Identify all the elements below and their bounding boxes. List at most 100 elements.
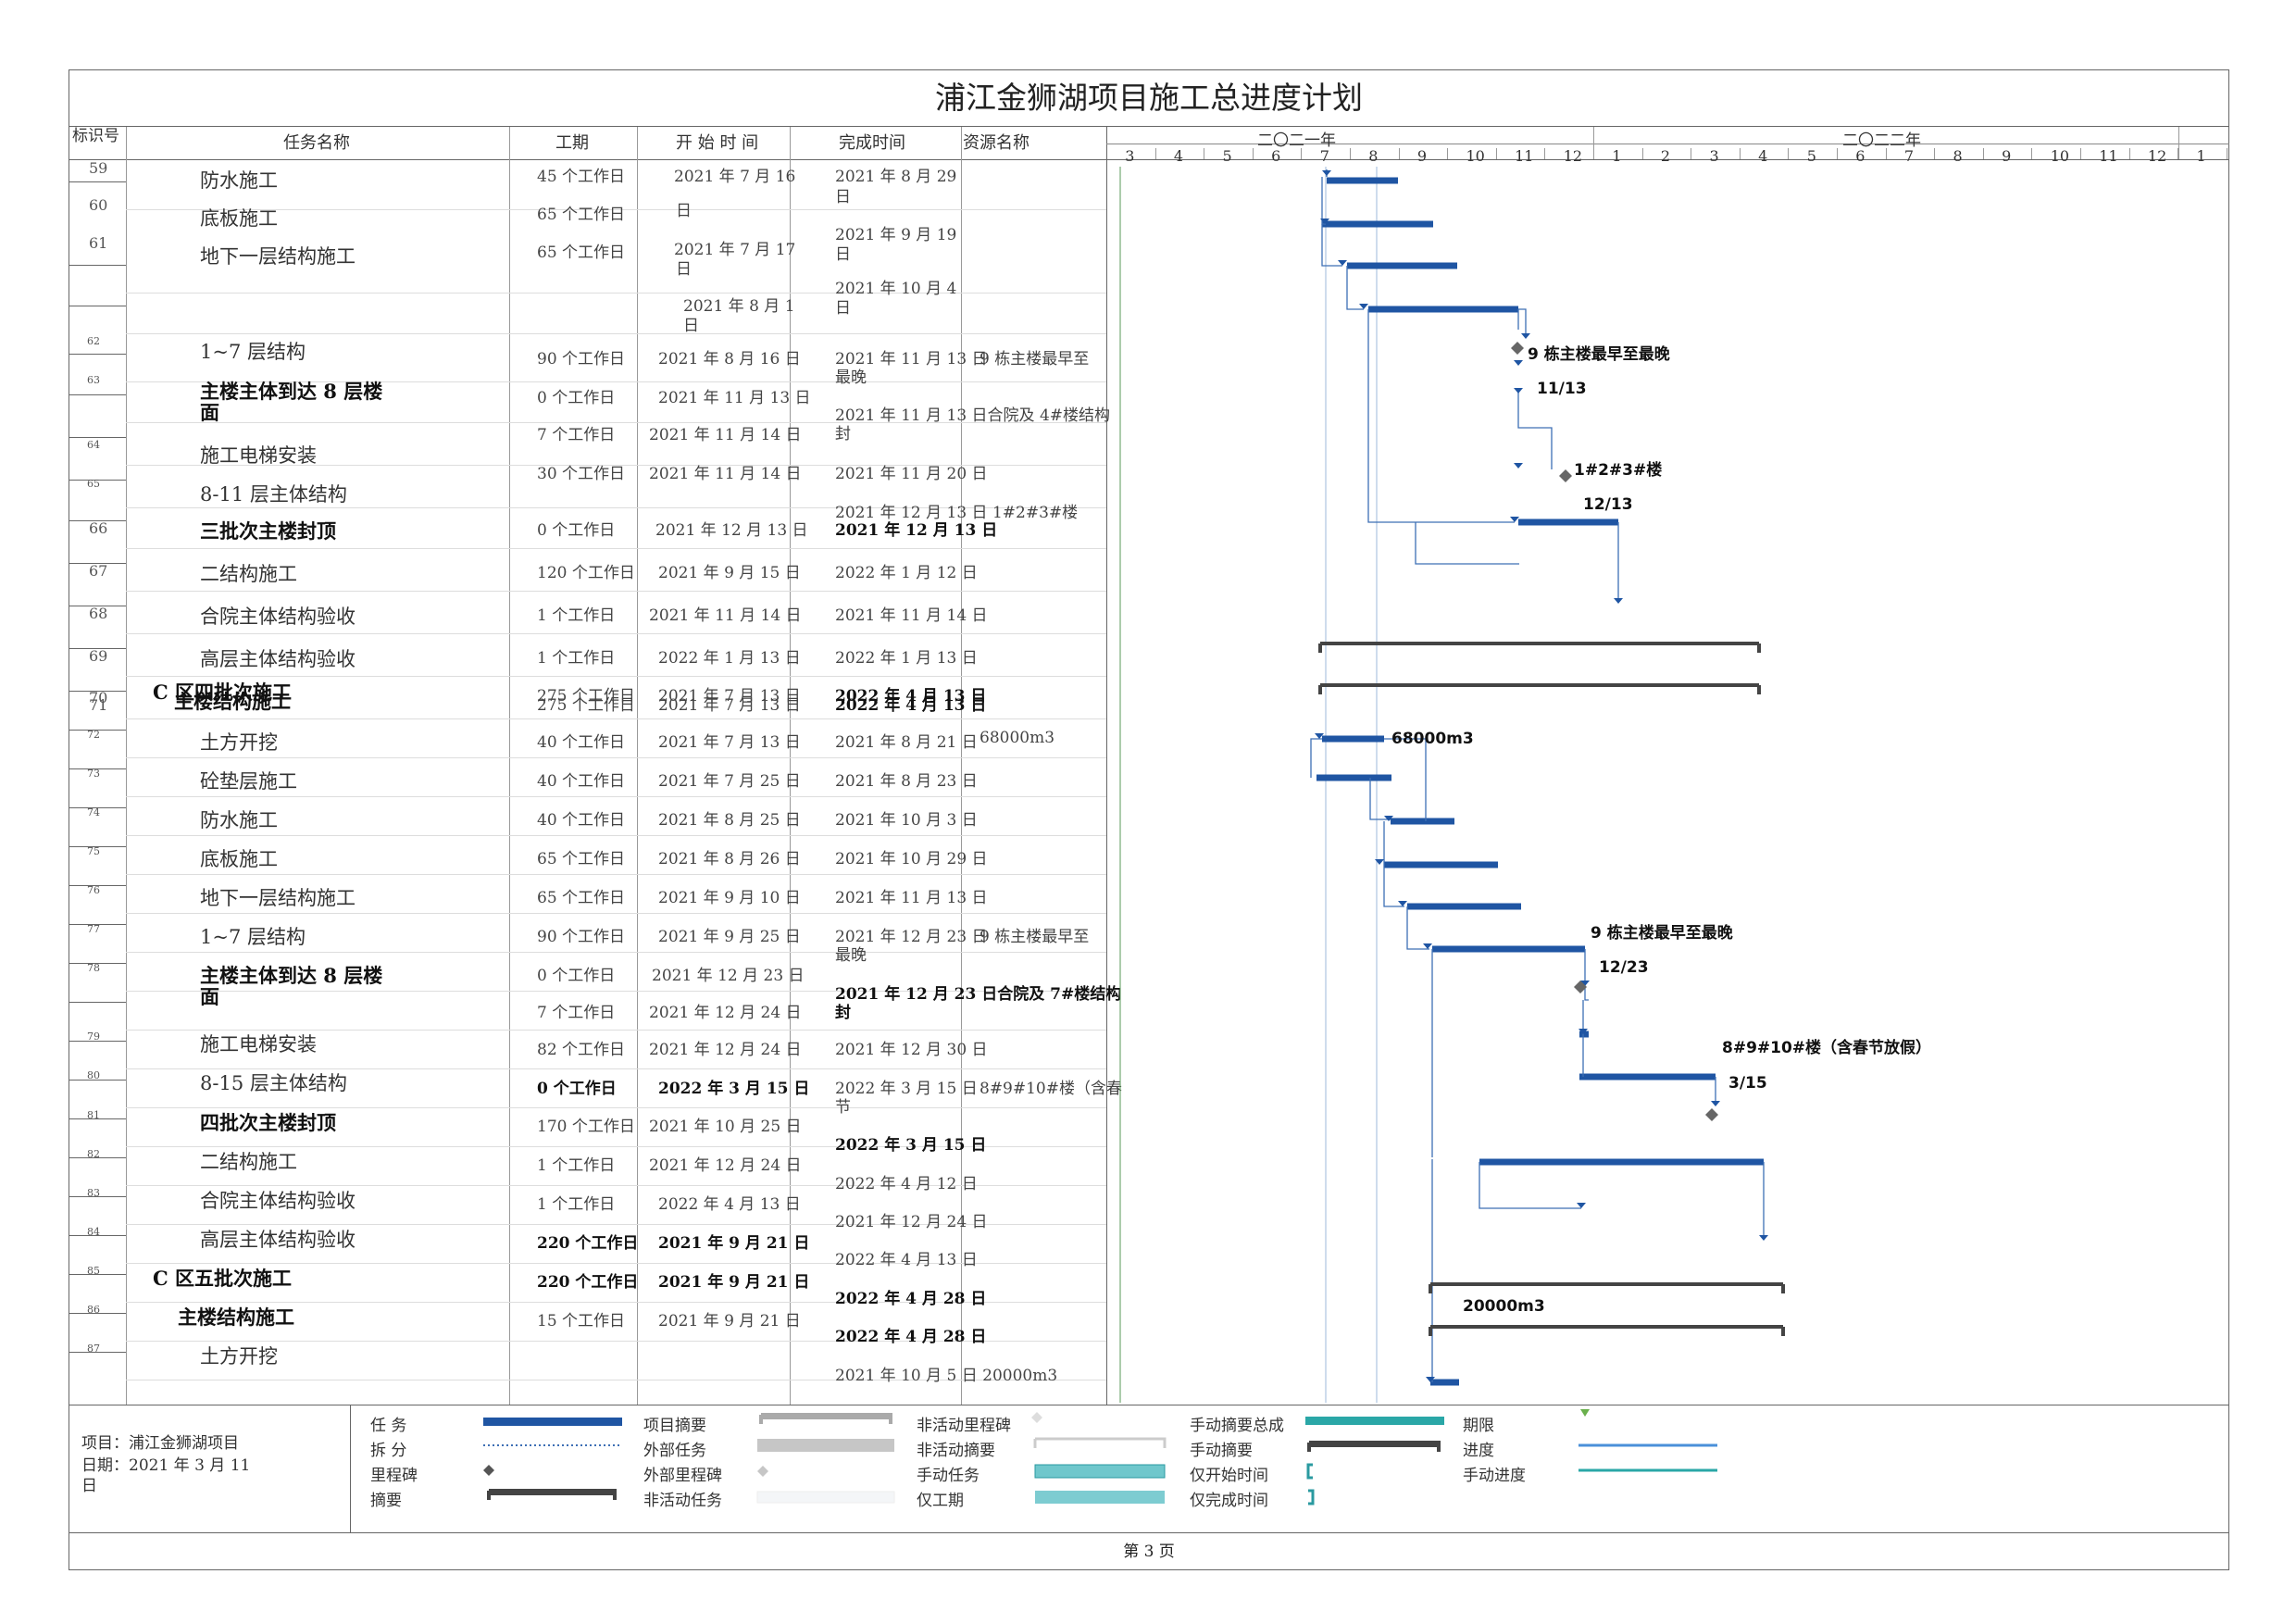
year-2021: 二〇二一年 xyxy=(1257,131,1336,150)
bar-label: 12/23 xyxy=(1599,958,1649,977)
task-start: 2021 年 12 月 24 日 xyxy=(649,1041,802,1059)
legend-inactive-task-swatch xyxy=(756,1491,895,1504)
task-resource: 8#9#10#楼（含春 xyxy=(980,1080,1122,1098)
task-finish: 最晚 xyxy=(835,369,867,387)
task-start: 2021 年 8 月 26 日 xyxy=(658,850,801,868)
link-arrow xyxy=(1320,219,1329,224)
month-tick xyxy=(1934,148,1936,159)
task-name: 主楼结构施工 xyxy=(178,1305,294,1329)
month-label: 6 xyxy=(1271,147,1281,165)
month-label: 12 xyxy=(1563,147,1583,165)
task-start: 2021 年 8 月 1 xyxy=(683,297,795,316)
id-row-line xyxy=(69,354,126,355)
link-line xyxy=(1384,738,1427,821)
month-label: 8 xyxy=(1368,147,1379,165)
link-line xyxy=(1518,308,1527,337)
task-name: 主楼主体到达 8 层楼 xyxy=(200,964,383,987)
legend-inactive-task: 非活动任务 xyxy=(643,1492,722,1510)
bar-label: 9 栋主楼最早至最晚 xyxy=(1591,924,1733,943)
id-row-line xyxy=(69,181,126,182)
task-finish: 封 xyxy=(835,1004,851,1022)
row-line xyxy=(126,1341,1106,1342)
legend-proj-summary-swatch xyxy=(759,1413,892,1424)
legend-project-summary: 项目摘要 xyxy=(643,1417,706,1435)
task-start: 2021 年 9 月 25 日 xyxy=(658,928,801,946)
month-label: 4 xyxy=(1758,147,1768,165)
task-name: 底板施工 xyxy=(200,848,278,870)
task-start: 2021 年 10 月 25 日 xyxy=(649,1118,802,1136)
id-row-line xyxy=(69,394,126,395)
id-row-line xyxy=(69,963,126,964)
task-id: 61 xyxy=(89,234,108,252)
link-arrow xyxy=(1338,260,1347,266)
legend-ext-task-swatch xyxy=(757,1439,894,1452)
task-id: 69 xyxy=(89,647,108,665)
id-row-line xyxy=(69,1352,126,1353)
task-start: 2021 年 11 月 14 日 xyxy=(649,465,802,483)
link-arrow xyxy=(1514,360,1523,366)
task-duration: 1 个工作日 xyxy=(537,649,616,668)
summary-bar xyxy=(1429,1325,1785,1336)
task-start: 2021 年 12 月 23 日 xyxy=(652,967,805,985)
month-label: 4 xyxy=(1173,147,1184,165)
legend-manual-progress: 手动进度 xyxy=(1463,1467,1526,1485)
link-arrow xyxy=(1614,598,1623,604)
task-finish: 2021 年 12 月 24 日 xyxy=(835,1213,988,1231)
task-start: 2021 年 8 月 16 日 xyxy=(658,350,801,369)
task-finish: 2021 年 8 月 29 xyxy=(835,168,957,186)
task-name: 高层主体结构验收 xyxy=(200,648,356,670)
task-bar xyxy=(1407,903,1521,910)
link-arrow xyxy=(1759,1235,1768,1241)
link-arrow xyxy=(1375,859,1384,865)
legend-inactive-summary: 非活动摘要 xyxy=(917,1442,995,1460)
month-tick xyxy=(1885,148,1887,159)
task-name: 土方开挖 xyxy=(200,731,278,754)
header-start: 开 始 时 间 xyxy=(676,133,759,153)
task-bar xyxy=(1518,518,1618,526)
task-resource: 9 栋主楼最早至 xyxy=(980,928,1090,946)
task-name: 面 xyxy=(200,401,219,424)
task-finish: 封 xyxy=(835,425,851,443)
task-name: 地下一层结构施工 xyxy=(200,887,356,909)
month-tick xyxy=(1495,148,1497,159)
task-finish: 2021 年 11 月 13 日合院及 4#楼结构 xyxy=(835,406,1111,425)
month-tick xyxy=(1739,148,1741,159)
task-duration: 7 个工作日 xyxy=(537,426,616,444)
row-line xyxy=(126,991,1106,992)
task-id: 65 xyxy=(87,478,100,490)
task-start: 2021 年 9 月 15 日 xyxy=(658,564,801,582)
col-divider xyxy=(637,127,638,1405)
task-bar xyxy=(1432,945,1585,953)
task-id: 73 xyxy=(87,768,100,780)
month-label: 6 xyxy=(1855,147,1866,165)
task-bar xyxy=(1430,1379,1459,1386)
task-start: 2021 年 7 月 25 日 xyxy=(658,772,801,791)
task-start: 2021 年 7 月 13 日 xyxy=(658,733,801,752)
task-start: 日 xyxy=(683,317,699,335)
id-row-line xyxy=(69,1274,126,1275)
legend-external-task: 外部任务 xyxy=(643,1442,706,1460)
legend-manual-task: 手动任务 xyxy=(917,1467,980,1485)
link-line xyxy=(1406,906,1429,950)
task-finish: 2022 年 4 月 28 日 xyxy=(835,1328,987,1346)
task-finish: 日 xyxy=(835,245,851,264)
task-duration: 120 个工作日 xyxy=(537,564,635,582)
month-label: 2 xyxy=(1660,147,1671,165)
month-label: 10 xyxy=(2050,147,2070,165)
row-line xyxy=(126,1068,1106,1069)
row-line xyxy=(126,333,1106,334)
task-finish: 2022 年 3 月 15 日 xyxy=(835,1136,987,1155)
legend-date-cont: 日 xyxy=(81,1477,97,1495)
task-finish: 2022 年 1 月 13 日 xyxy=(835,649,978,668)
task-bar xyxy=(1322,735,1384,743)
milestone-marker xyxy=(1559,469,1572,482)
link-arrow xyxy=(1577,1203,1586,1208)
task-duration: 220 个工作日 xyxy=(537,1273,639,1292)
month-label: 7 xyxy=(1319,147,1329,165)
bar-label: 1#2#3#楼 xyxy=(1574,461,1663,480)
task-name: 防水施工 xyxy=(200,169,278,192)
legend-manual-summary: 手动摘要 xyxy=(1190,1442,1253,1460)
id-row-line xyxy=(69,1118,126,1119)
task-bar xyxy=(1579,1073,1716,1081)
